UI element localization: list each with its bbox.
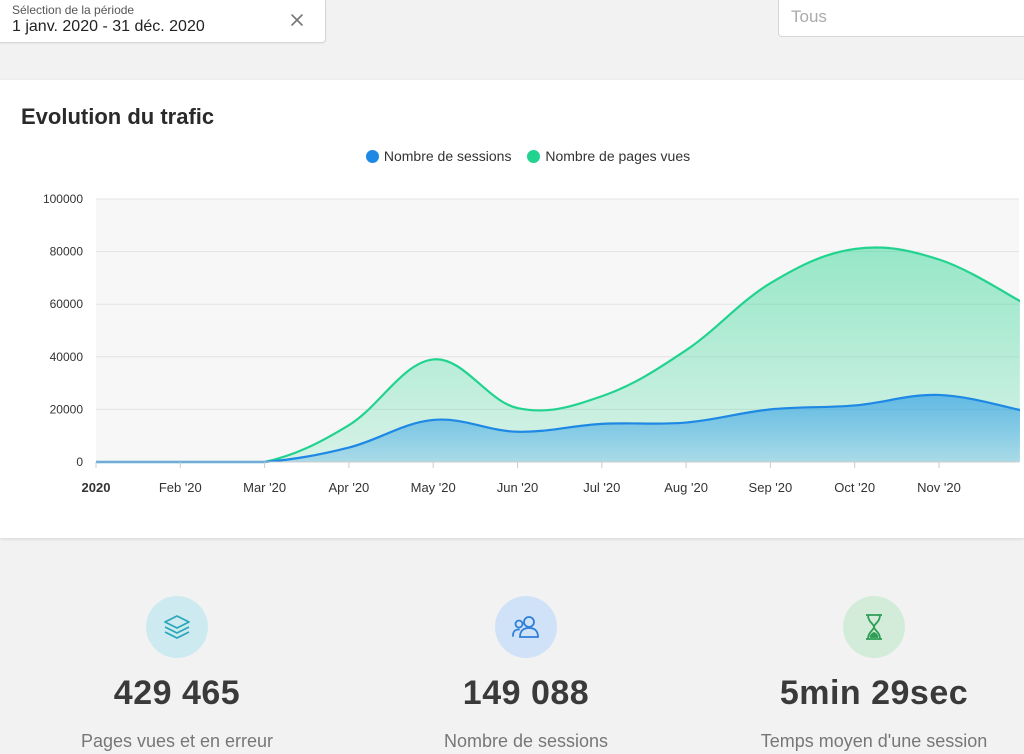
- plot-right-mask: [1020, 189, 1024, 472]
- stat-value: 429 465: [113, 674, 241, 712]
- y-tick-label: 0: [76, 455, 83, 469]
- y-tick-label: 20000: [50, 402, 84, 416]
- period-value: 1 janv. 2020 - 31 déc. 2020: [12, 18, 205, 35]
- x-tick-label: Aug '20: [664, 480, 708, 495]
- layers-icon: [146, 596, 208, 658]
- legend-item-sessions[interactable]: Nombre de sessions: [365, 148, 512, 164]
- stat-session-time: 5min 29sec Temps moyen d'une session: [724, 552, 1024, 752]
- y-tick-label: 40000: [50, 350, 84, 364]
- legend-label-pages: Nombre de pages vues: [545, 148, 691, 164]
- hourglass-icon: [843, 596, 905, 658]
- stats-row: 429 465 Pages vues et en erreur 149 088 …: [0, 552, 1024, 754]
- legend-label-sessions: Nombre de sessions: [383, 148, 512, 164]
- stat-label: Pages vues et en erreur: [80, 731, 274, 751]
- users-icon: [495, 596, 557, 658]
- stat-value: 149 088: [462, 674, 590, 712]
- stat-value: 5min 29sec: [779, 674, 969, 712]
- category-select[interactable]: [778, 0, 1024, 37]
- x-tick-label: Nov '20: [917, 480, 961, 495]
- x-tick-label: Apr '20: [329, 480, 370, 495]
- legend-item-pages[interactable]: Nombre de pages vues: [527, 148, 690, 164]
- x-tick-label: Jul '20: [583, 480, 620, 495]
- x-tick-label: Sep '20: [749, 480, 793, 495]
- period-label: Sélection de la période: [12, 3, 135, 17]
- y-tick-label: 60000: [50, 297, 84, 311]
- period-selector[interactable]: Sélection de la période 1 janv. 2020 - 3…: [0, 0, 326, 43]
- x-tick-label: May '20: [411, 480, 456, 495]
- area-sessions: [96, 394, 1024, 462]
- category-input[interactable]: [789, 6, 1013, 28]
- legend-dot-pages: [527, 149, 541, 163]
- x-tick-label: Jun '20: [497, 480, 539, 495]
- x-tick-label: Oct '20: [834, 480, 875, 495]
- legend-dot-sessions: [365, 149, 379, 163]
- y-tick-label: 100000: [43, 192, 83, 206]
- y-tick-label: 80000: [50, 245, 84, 259]
- stat-label: Temps moyen d'une session: [760, 731, 988, 751]
- chart-title: Evolution du trafic: [21, 104, 215, 129]
- traffic-chart: 0 20000 40000 60000 80000 100000 2020 Feb '20 Ma…: [43, 189, 1024, 495]
- x-tick-label: Feb '20: [159, 480, 202, 495]
- chart-legend: Nombre de sessions Nombre de pages vues: [0, 148, 1024, 166]
- x-tick-label: 2020: [82, 480, 111, 495]
- filter-bar: Sélection de la période 1 janv. 2020 - 3…: [0, 0, 1024, 78]
- stat-pages: 429 465 Pages vues et en erreur: [27, 552, 327, 752]
- traffic-chart-card: 0 20000 40000 60000 80000 100000 2020 Feb '20 Ma…: [0, 80, 1024, 538]
- close-icon[interactable]: [287, 10, 307, 30]
- x-tick-label: Mar '20: [243, 480, 286, 495]
- stat-label: Nombre de sessions: [443, 731, 609, 751]
- stat-sessions: 149 088 Nombre de sessions: [376, 552, 676, 752]
